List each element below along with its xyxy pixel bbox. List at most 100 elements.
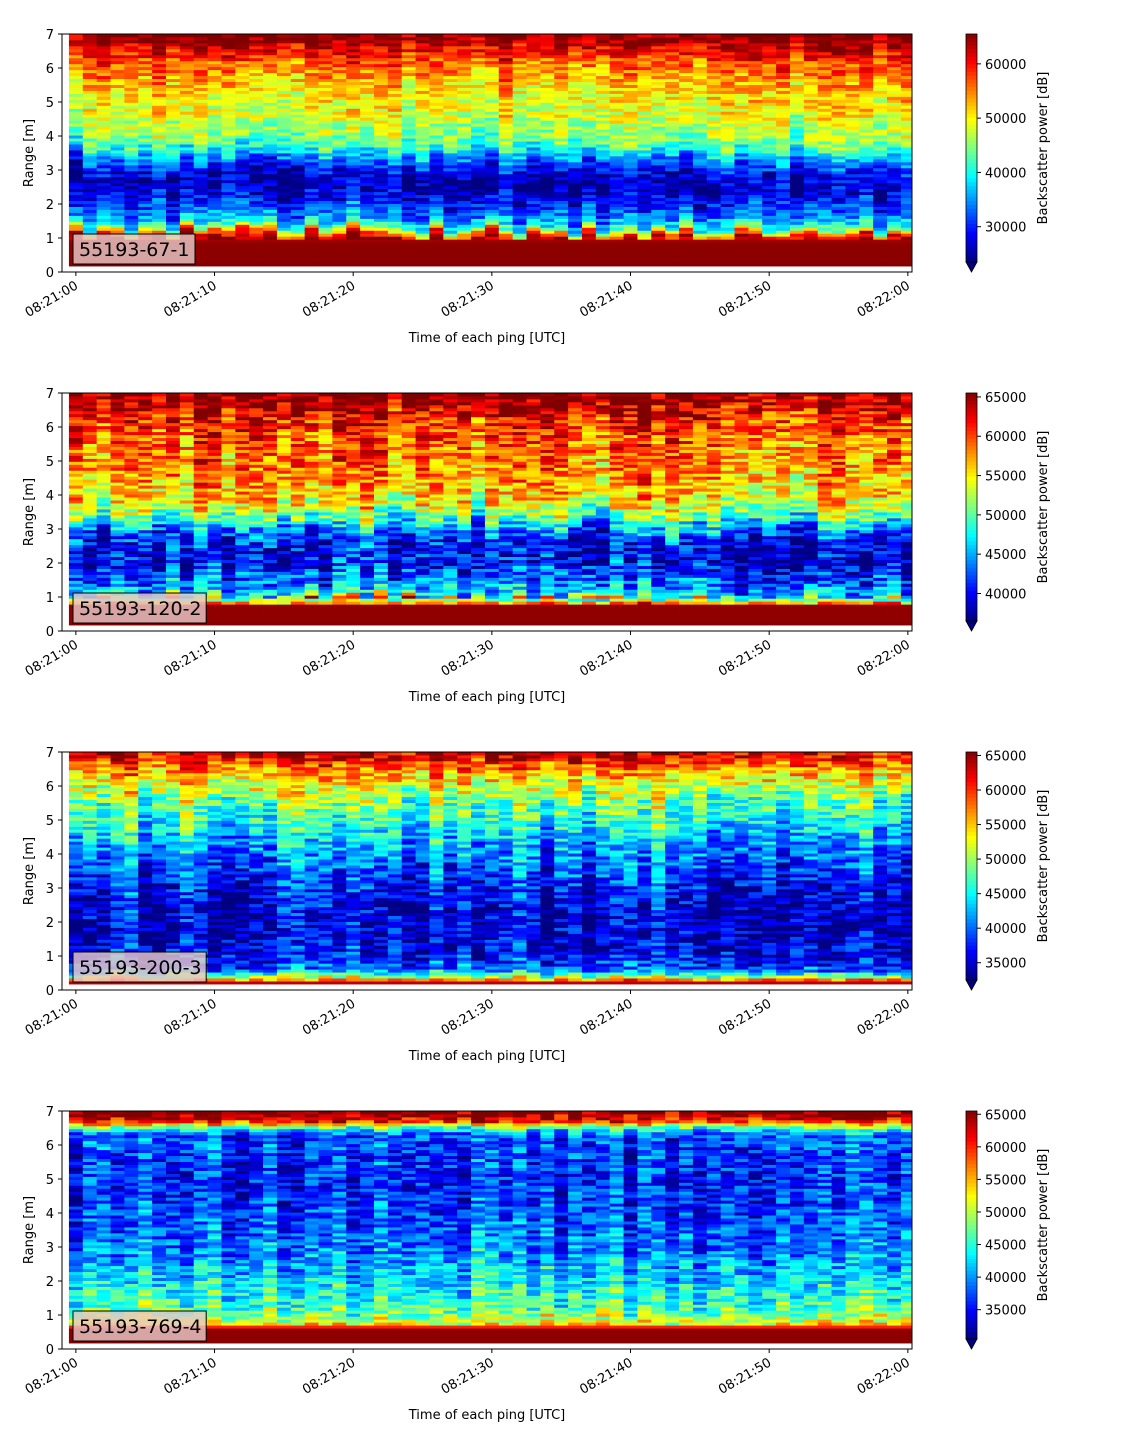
colorbar-segment <box>966 83 977 88</box>
heatmap-cell <box>110 75 125 80</box>
heatmap-cell <box>873 248 888 252</box>
colorbar-segment <box>966 117 977 122</box>
heatmap-cell <box>235 84 250 88</box>
heatmap-cell <box>221 42 236 47</box>
heatmap-cell <box>68 473 84 477</box>
heatmap-cell <box>484 197 500 202</box>
heatmap-cell <box>68 78 84 83</box>
heatmap-cell <box>360 227 375 231</box>
heatmap-cell <box>859 179 874 184</box>
heatmap-cell <box>887 197 902 202</box>
heatmap-cell <box>207 191 222 196</box>
heatmap-cell <box>887 191 902 196</box>
colorbar-segment <box>966 163 977 168</box>
heatmap-cell <box>346 42 361 47</box>
heatmap-cell <box>637 36 652 41</box>
heatmap-cell <box>221 200 236 204</box>
heatmap-cell <box>429 120 444 124</box>
heatmap-cell <box>789 135 805 139</box>
heatmap-cell <box>82 153 98 157</box>
heatmap-cell <box>207 224 222 228</box>
heatmap-cell <box>720 69 735 74</box>
heatmap-cell <box>512 191 527 196</box>
heatmap-cell <box>249 84 264 88</box>
heatmap-cell <box>623 81 638 85</box>
heatmap-cell <box>887 179 902 184</box>
heatmap-cell <box>166 200 181 204</box>
heatmap-cell <box>82 188 98 193</box>
heatmap-cell <box>387 260 403 264</box>
heatmap-cell <box>873 126 888 130</box>
heatmap-cell <box>152 114 167 118</box>
heatmap-cell <box>68 54 84 59</box>
heatmap-cell <box>526 194 541 199</box>
heatmap-cell <box>776 164 791 169</box>
heatmap-cell <box>498 117 514 121</box>
heatmap-cell <box>831 179 846 184</box>
heatmap-cell <box>387 236 403 240</box>
heatmap-cell <box>762 102 777 106</box>
heatmap-cell <box>623 221 638 225</box>
heatmap-cell <box>651 120 666 124</box>
heatmap-cell <box>637 84 652 88</box>
heatmap-cell <box>276 185 292 190</box>
heatmap-cell <box>789 141 805 145</box>
heatmap-cell <box>263 105 278 109</box>
heatmap-cell <box>803 251 819 255</box>
heatmap-cell <box>221 263 236 267</box>
heatmap-cell <box>609 212 624 216</box>
heatmap-cell <box>776 251 791 255</box>
heatmap-cell <box>360 54 375 59</box>
heatmap-cell <box>221 206 236 210</box>
heatmap-cell <box>817 221 832 225</box>
heatmap-cell <box>415 147 430 151</box>
heatmap-cell <box>679 54 694 59</box>
heatmap-cell <box>276 42 292 47</box>
heatmap-cell <box>124 39 139 44</box>
heatmap-cell <box>859 242 874 246</box>
heatmap-cell <box>387 248 403 252</box>
heatmap-cell <box>110 72 125 77</box>
heatmap-cell <box>595 248 611 252</box>
heatmap-cell <box>429 51 444 56</box>
heatmap-cell <box>706 60 722 65</box>
heatmap-cell <box>692 66 708 71</box>
heatmap-cell <box>457 191 472 196</box>
heatmap-cell <box>373 84 389 88</box>
heatmap-cell <box>318 108 333 112</box>
heatmap-cell <box>831 173 846 178</box>
heatmap-cell <box>789 66 805 71</box>
heatmap-cell <box>207 144 222 148</box>
heatmap-cell <box>387 81 403 85</box>
heatmap-cell <box>304 221 319 225</box>
heatmap-cell <box>498 215 514 219</box>
heatmap-cell <box>831 123 846 127</box>
colorbar-segment <box>966 250 977 255</box>
heatmap-cell <box>68 141 84 145</box>
heatmap-cell <box>443 203 458 207</box>
instrument-label-box <box>72 233 196 265</box>
heatmap-cell <box>360 34 375 38</box>
heatmap-cell <box>360 126 375 130</box>
heatmap-cell <box>665 215 680 219</box>
heatmap-cell <box>193 75 208 80</box>
heatmap-cell <box>96 224 111 228</box>
heatmap-cell <box>706 138 722 142</box>
heatmap-cell <box>540 164 555 169</box>
heatmap-cell <box>554 39 569 44</box>
heatmap-cell <box>68 179 84 184</box>
heatmap-cell <box>373 45 389 50</box>
heatmap-cell <box>290 81 306 85</box>
heatmap-cell <box>595 155 611 160</box>
heatmap-cell <box>346 81 361 85</box>
heatmap-cell <box>692 194 708 199</box>
heatmap-cell <box>706 209 722 213</box>
heatmap-cell <box>609 99 624 103</box>
heatmap-cell <box>276 69 292 74</box>
heatmap-cell <box>387 147 403 151</box>
heatmap-cell <box>193 239 208 243</box>
heatmap-cell <box>873 197 888 202</box>
heatmap-cell <box>82 96 98 100</box>
heatmap-cell <box>179 132 195 136</box>
heatmap-cell <box>817 42 832 47</box>
